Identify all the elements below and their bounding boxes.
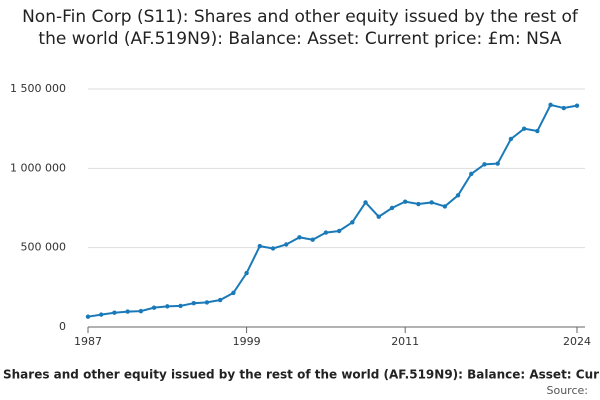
point bbox=[416, 201, 421, 207]
point bbox=[99, 312, 104, 317]
point bbox=[112, 310, 117, 315]
point bbox=[350, 220, 355, 225]
y-tick-label: 0 bbox=[59, 320, 66, 333]
chart-source: Source: bbox=[547, 384, 589, 397]
point bbox=[204, 300, 210, 305]
point bbox=[442, 204, 448, 209]
point bbox=[535, 128, 540, 134]
chart-title: Non-Fin Corp (S11): Shares and other equ… bbox=[22, 7, 578, 49]
point bbox=[363, 200, 368, 205]
x-tick-label: 1999 bbox=[233, 335, 261, 348]
point bbox=[508, 136, 514, 142]
point bbox=[151, 305, 157, 310]
chart-subtitle: Shares and other equity issued by the re… bbox=[3, 368, 600, 382]
point bbox=[482, 162, 487, 167]
line bbox=[87, 103, 578, 318]
x-tick-label: 2011 bbox=[391, 335, 419, 348]
point bbox=[376, 214, 381, 219]
point bbox=[297, 235, 302, 240]
point bbox=[85, 314, 91, 319]
point bbox=[257, 243, 263, 249]
y-tick-label: 500 000 bbox=[21, 241, 67, 254]
point bbox=[270, 246, 276, 251]
point bbox=[574, 103, 580, 108]
point bbox=[138, 308, 144, 314]
x-tick-label: 1987 bbox=[74, 335, 102, 348]
point bbox=[165, 304, 170, 309]
point bbox=[244, 270, 249, 276]
point bbox=[323, 230, 329, 235]
x-tick-label: 2024 bbox=[563, 335, 591, 348]
point bbox=[191, 301, 196, 306]
point bbox=[217, 297, 223, 303]
point bbox=[455, 193, 461, 198]
point bbox=[469, 171, 474, 177]
point bbox=[429, 200, 434, 205]
point bbox=[125, 309, 130, 314]
point bbox=[231, 290, 236, 296]
point bbox=[561, 105, 566, 111]
point bbox=[495, 161, 500, 166]
point bbox=[336, 228, 342, 234]
point bbox=[521, 126, 527, 131]
point bbox=[310, 237, 315, 242]
point bbox=[389, 205, 395, 211]
point bbox=[178, 303, 183, 309]
y-tick-label: 1 500 000 bbox=[10, 82, 66, 95]
y-tick-label: 1 000 000 bbox=[10, 161, 66, 174]
point bbox=[402, 199, 408, 204]
point bbox=[548, 102, 553, 108]
point bbox=[284, 242, 289, 247]
